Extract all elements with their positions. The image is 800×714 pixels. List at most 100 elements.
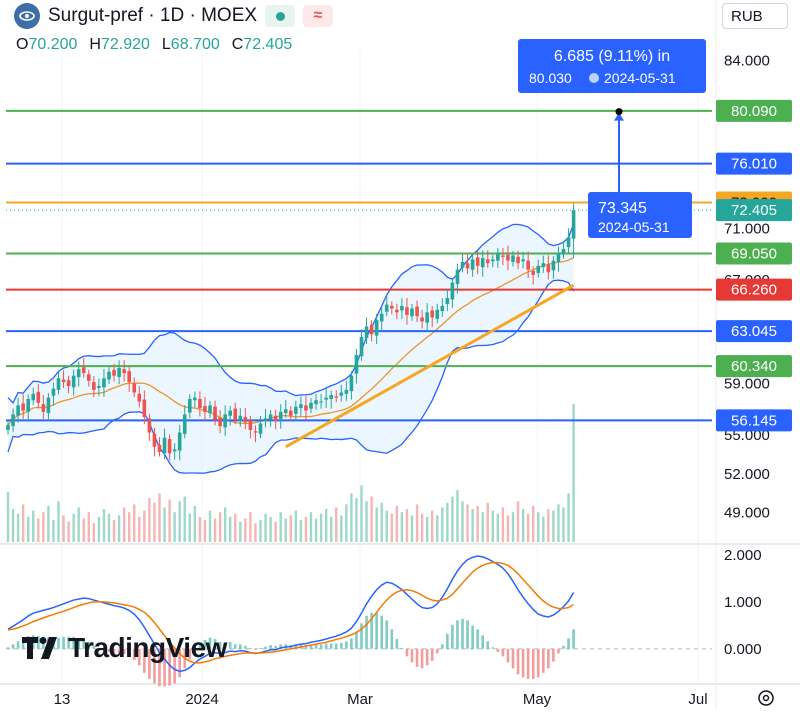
volume-bar [335,507,338,542]
candle-body [334,396,339,398]
macd-histogram-bar [365,615,368,649]
candle-body [379,313,384,322]
macd-tick-label: 1.000 [724,594,762,611]
macd-histogram-bar [178,648,181,678]
candle-body [61,379,66,383]
ohlc-low: L68.700 [161,36,220,53]
candle-body [400,305,404,311]
volume-bar [77,507,80,542]
clock-icon [589,73,599,83]
candle-body [440,305,445,312]
symbol-header: Surgut-pref · 1D · MOEX ≈ [14,2,334,30]
volume-bar [324,509,328,542]
macd-histogram-bar [410,648,414,663]
candle-body [248,420,253,430]
ohlc-open: O70.200 [16,36,78,53]
volume-bar [415,504,419,542]
candle-body [112,369,116,376]
volume-bar [481,512,484,542]
macd-histogram-bar [198,642,202,649]
candle-body [329,395,333,399]
macd-histogram-bar [506,648,510,663]
tradingview-logo-icon [22,637,57,659]
volume-bar [133,504,136,542]
candle-body [127,371,131,383]
macd-histogram-bar [148,648,151,679]
candle-body [445,298,450,304]
candle-body [208,405,212,414]
macd-histogram-bar [355,631,358,649]
delay-wave-icon[interactable]: ≈ [303,5,334,27]
macd-histogram-bar [193,648,197,650]
market-status-dot-icon[interactable] [265,5,296,27]
candle-body [41,404,46,412]
candle-body [339,392,344,396]
candle-body [71,375,76,388]
currency-selector[interactable]: RUB [722,3,788,29]
symbol-title[interactable]: Surgut-pref · 1D · MOEX [48,5,258,26]
candle-body [435,309,440,319]
volume-bar [42,512,45,542]
bollinger-upper-line [7,223,575,404]
volume-bar [6,491,10,542]
candle-body [536,265,541,273]
volume-bar [572,404,575,542]
tradingview-logo[interactable]: TradingView [22,632,227,664]
candle-body [278,411,283,419]
candle-body [561,249,566,255]
time-tick-label: 2024 [185,691,218,708]
candle-body [420,317,424,322]
macd-histogram-bar [557,648,560,654]
level-price-badge [716,152,792,175]
candle-body [203,406,207,412]
macd-histogram-bar [491,647,495,649]
candle-body [511,255,515,262]
candle-body [6,424,10,430]
measure-change-label: 6.685 (9.11%) in [554,48,670,65]
candle-body [475,257,480,266]
volume-bar [52,520,55,542]
volume-bar [72,513,75,542]
macd-histogram-bar [97,648,101,650]
candle-body [142,399,147,418]
candle-body [390,305,394,309]
macd-histogram-bar [208,637,212,649]
volume-bar [47,505,50,542]
volume-bar [128,512,131,542]
level-price-badge [716,242,792,265]
volume-bar [496,513,500,542]
macd-histogram-bar [254,648,257,650]
macd-signal-line [7,561,574,664]
volume-bar [516,501,520,542]
trendline [285,283,575,449]
volume-bar [355,498,358,542]
volume-bar [390,513,393,542]
candle-body [415,306,419,317]
macd-histogram-bar [526,648,530,679]
macd-tick-label: 0.000 [724,641,762,658]
macd-histogram-bar [269,645,272,649]
macd-histogram-bar [456,620,459,649]
volume-bar [506,515,510,542]
volume-bar [213,518,217,542]
volume-bar [330,516,333,542]
candle-body [319,401,323,403]
volume-bar [37,518,40,542]
candle-body [172,449,177,452]
volume-bar [375,507,378,542]
level-price-label: 76.010 [731,156,777,173]
candle-body [223,414,227,428]
brand-name: TradingView [68,632,227,663]
candle-body [188,398,192,413]
volume-bar [350,493,353,542]
candle-body [243,417,248,423]
candle-body [263,418,268,422]
level-price-badge [716,409,792,432]
bollinger-lower-line [7,279,575,474]
settings-gear-icon[interactable] [758,690,774,706]
candle-body [132,383,137,393]
macd-histogram-bar [87,642,91,649]
measure-top-label-box [518,39,706,93]
candle-body [566,237,571,248]
